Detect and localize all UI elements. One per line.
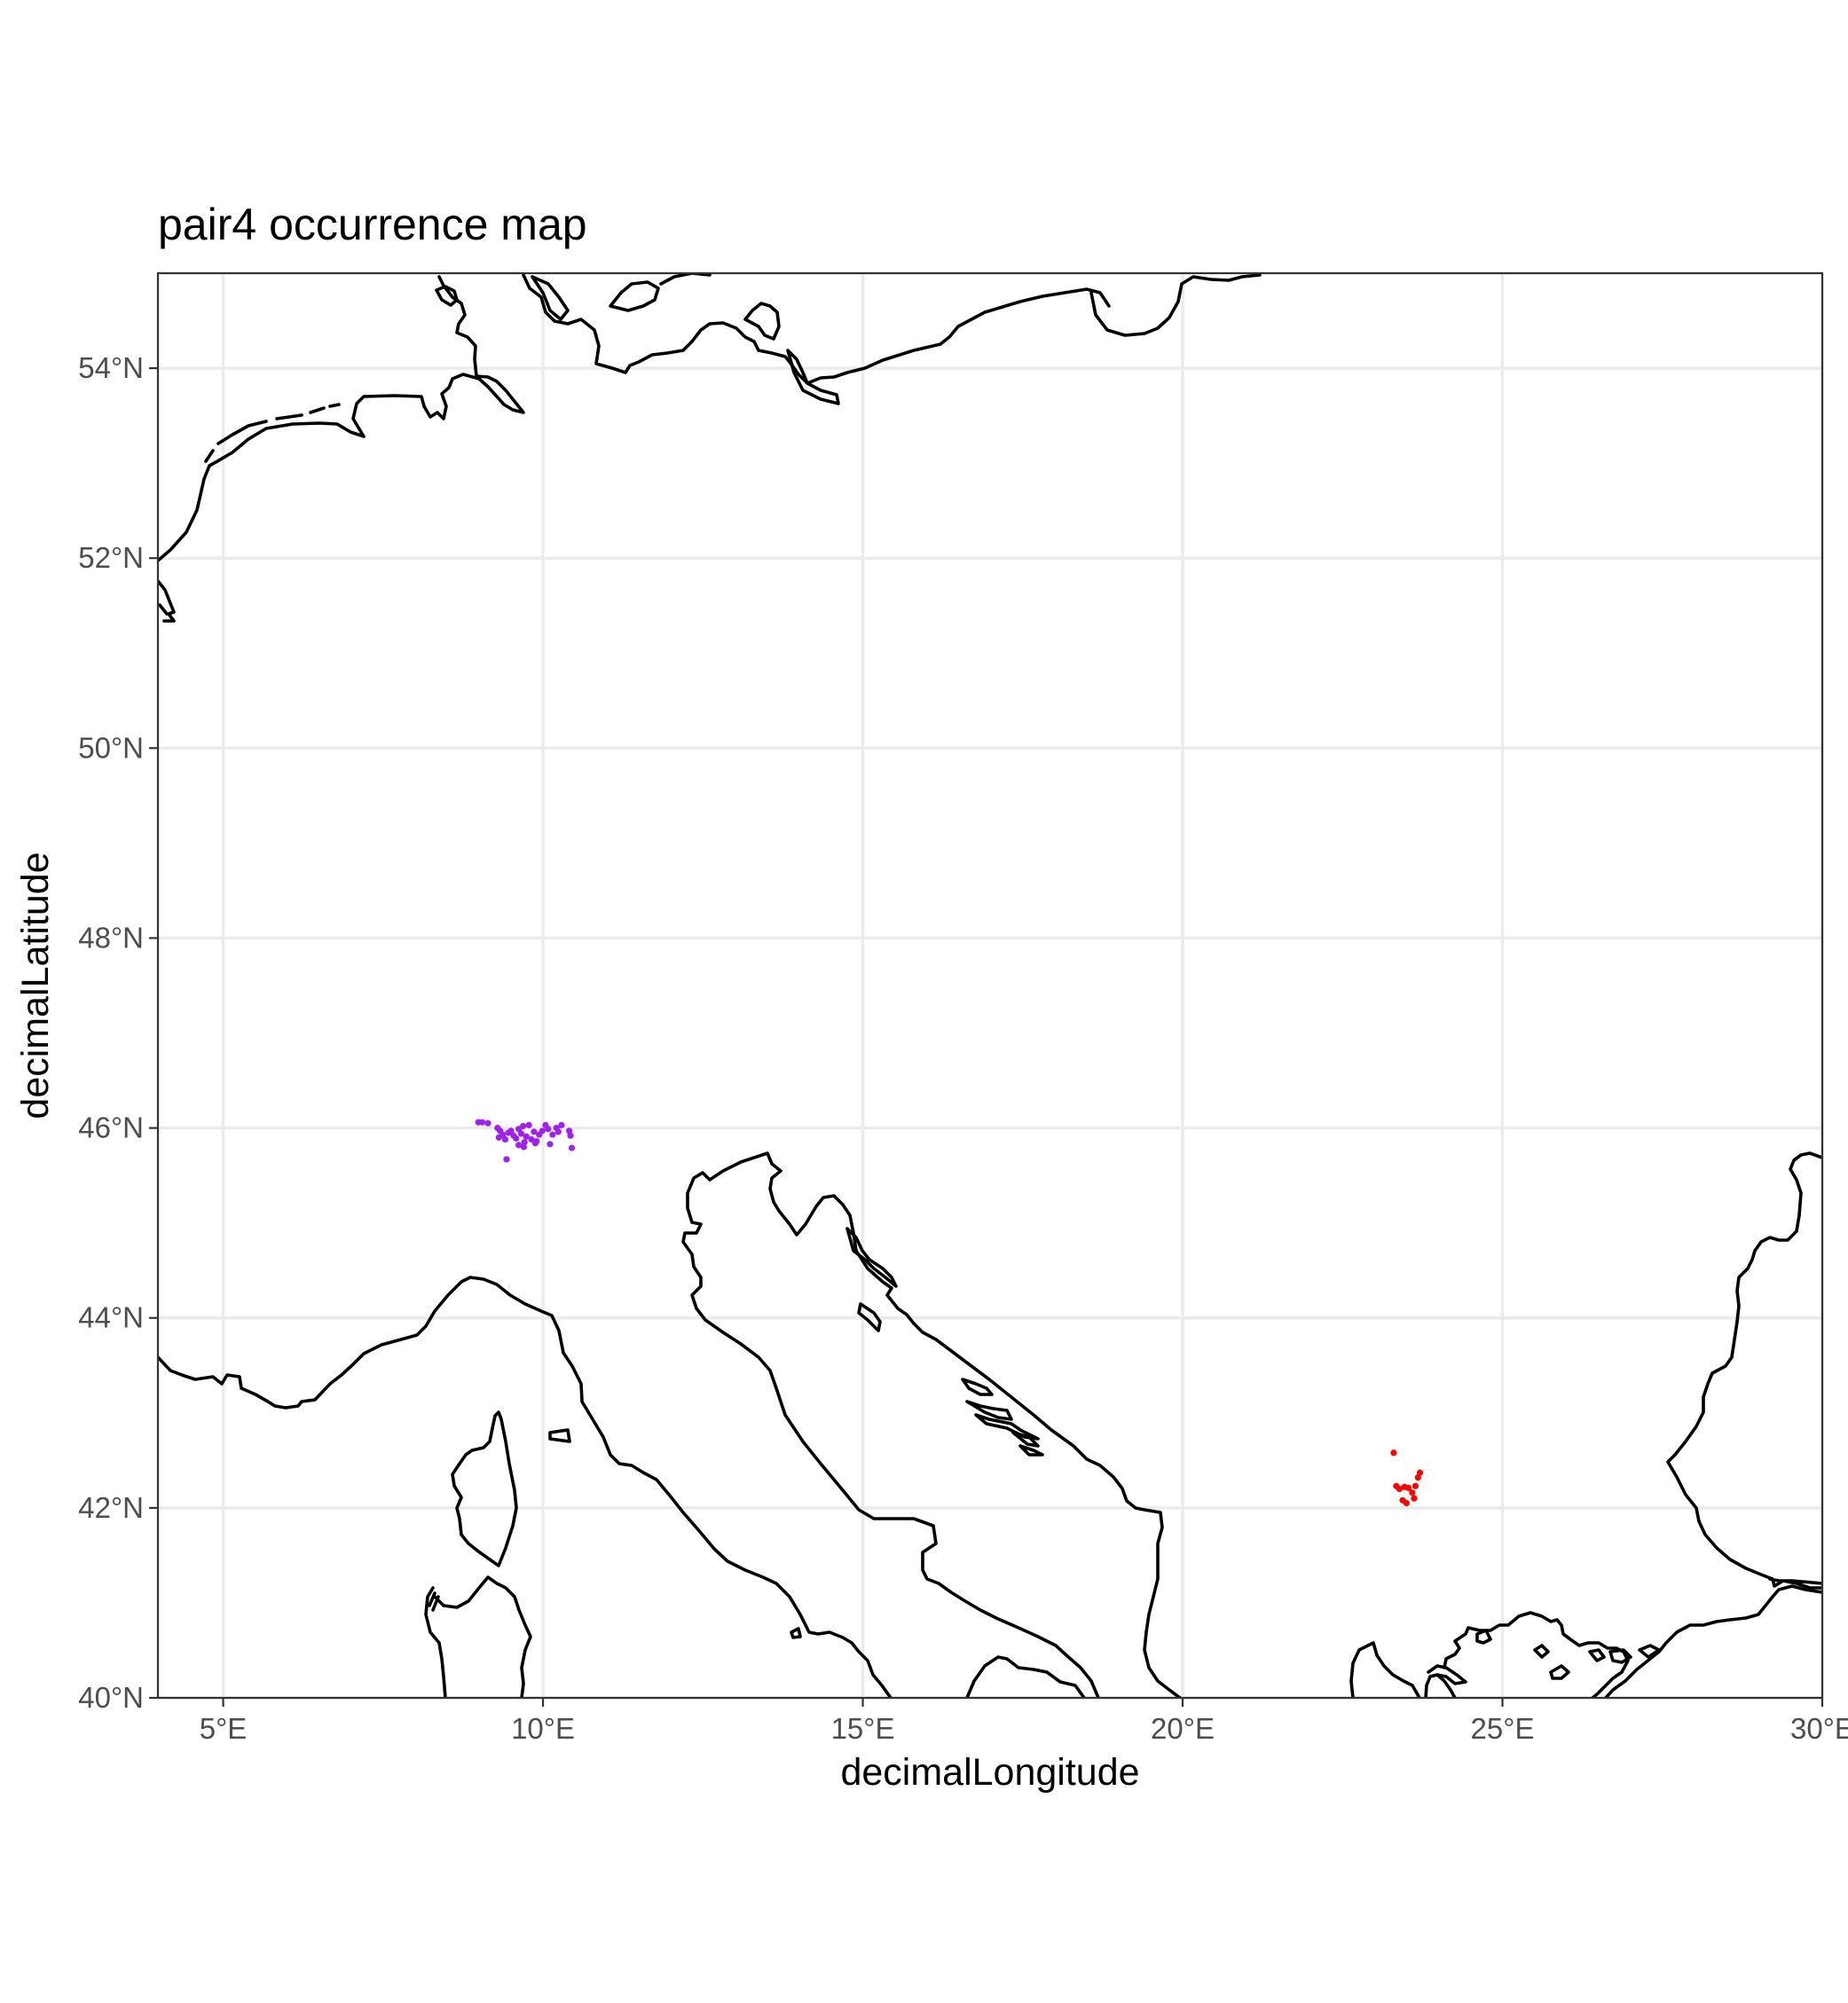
occurrence-series <box>1390 1449 1424 1507</box>
occurrence-point <box>1390 1449 1397 1457</box>
x-tick-label: 20°E <box>1151 1712 1215 1745</box>
occurrence-point <box>531 1140 539 1147</box>
occurrence-point <box>549 1131 556 1138</box>
panel-border <box>156 271 1824 1700</box>
occurrence-point <box>503 1156 510 1163</box>
occurrence-point <box>520 1143 528 1151</box>
occurrence-point <box>1416 1469 1424 1476</box>
coastline-italy-east <box>681 1151 1182 1698</box>
occurrence-point <box>567 1132 574 1139</box>
coastline-denmark-islands <box>435 285 459 307</box>
occurrence-point <box>525 1121 532 1128</box>
occurrence-point <box>478 1119 486 1126</box>
occurrence-point <box>554 1128 562 1135</box>
x-tick-label: 25°E <box>1471 1712 1535 1745</box>
gridlines <box>158 273 1824 1700</box>
coastline-corsica-sardinia <box>424 1410 532 1698</box>
occurrence-point <box>507 1127 515 1135</box>
coastlines <box>158 273 1822 1698</box>
x-axis: 5°E 10°E 15°E 20°E 25°E 30°E <box>200 1698 1848 1745</box>
x-tick-label: 30°E <box>1790 1712 1848 1745</box>
occurrence-point <box>558 1121 565 1128</box>
x-tick-label: 5°E <box>200 1712 248 1745</box>
occurrence-point <box>1404 1484 1412 1491</box>
occurrence-point <box>513 1135 520 1142</box>
y-tick-label: 46°N <box>78 1111 144 1144</box>
y-tick-label: 42°N <box>78 1491 144 1524</box>
coastline-italy-west <box>158 1276 893 1698</box>
coastline-north <box>158 275 525 562</box>
coastline-baltic-west <box>522 273 1111 385</box>
occurrence-point <box>531 1128 538 1135</box>
coastline-poland-lagoon <box>786 349 840 405</box>
occurrence-point <box>495 1134 502 1141</box>
occurrence-point <box>545 1126 552 1133</box>
occurrence-point <box>515 1142 523 1149</box>
coastline-bornholm-area <box>1089 273 1262 337</box>
coastline-bosporus-black-sea <box>1666 1151 1822 1590</box>
y-tick-label: 50°N <box>78 731 144 764</box>
occurrence-point <box>484 1119 491 1127</box>
y-axis: 40°N 42°N 44°N 46°N 48°N 50°N 52°N 54°N <box>78 351 158 1714</box>
y-tick-label: 54°N <box>78 351 144 384</box>
occurrence-point <box>1396 1485 1404 1493</box>
y-tick-label: 48°N <box>78 921 144 954</box>
x-tick-label: 10°E <box>511 1712 575 1745</box>
coastline-aegean-islands <box>1475 1629 1661 1680</box>
occurrence-point <box>568 1144 576 1151</box>
coastline-aegean <box>1349 1584 1822 1698</box>
y-axis-title: decimalLatitude <box>14 852 57 1119</box>
x-axis-title: decimalLongitude <box>840 1751 1139 1794</box>
occurrence-point <box>1409 1489 1416 1496</box>
occurrence-point <box>521 1139 528 1146</box>
occurrence-point <box>1412 1482 1419 1489</box>
chart-title: pair4 occurrence map <box>158 200 587 249</box>
occurrence-point <box>539 1127 546 1135</box>
coastline-danish-straits <box>531 273 781 341</box>
occurrence-point <box>1399 1496 1406 1504</box>
coastline-dalmatian-islands <box>845 1227 1044 1457</box>
coastline-netherlands <box>158 579 176 623</box>
occurrence-point <box>547 1141 554 1148</box>
coastline-frisian-islands <box>204 403 341 463</box>
occurrence-point <box>501 1135 509 1143</box>
occurrence-points <box>475 1119 1424 1507</box>
coastline-small-islands <box>428 1428 802 1639</box>
occurrence-series <box>475 1119 576 1163</box>
occurrence-point <box>520 1122 527 1130</box>
x-tick-label: 15°E <box>831 1712 895 1745</box>
occurrence-point <box>517 1130 525 1137</box>
y-tick-label: 40°N <box>78 1681 144 1714</box>
y-tick-label: 52°N <box>78 541 144 574</box>
y-tick-label: 44°N <box>78 1301 144 1334</box>
occurrence-point <box>523 1133 530 1140</box>
occurrence-point <box>1411 1495 1418 1502</box>
